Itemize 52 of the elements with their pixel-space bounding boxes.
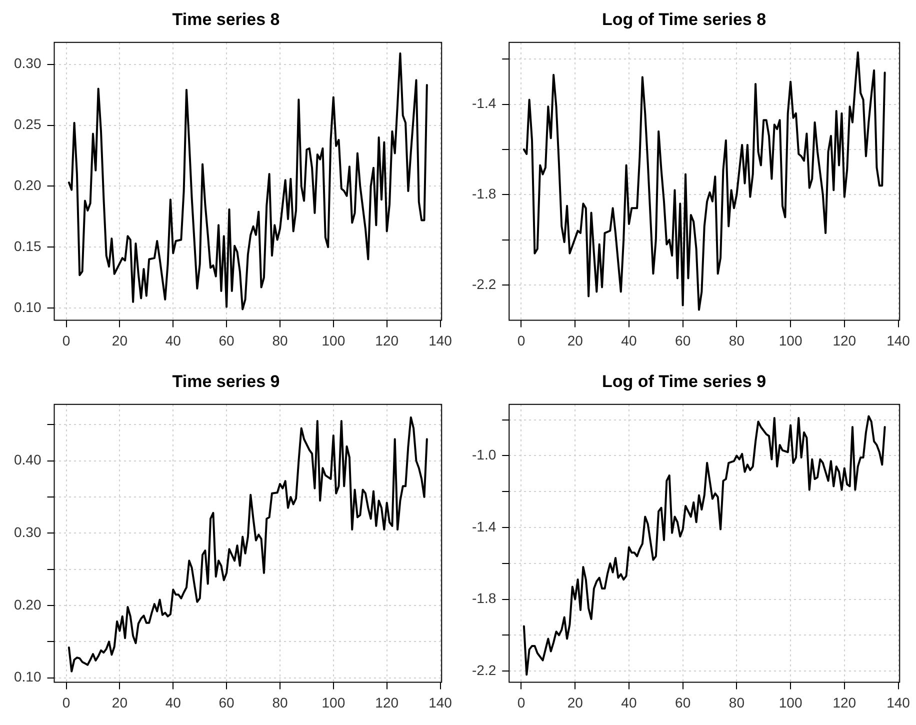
chart-title: Log of Time series 9 [602,372,766,391]
x-tick-label: 100 [778,694,802,710]
y-tick-label: 0.10 [14,298,42,315]
y-tick-label: 0.30 [14,55,42,72]
x-tick-label: 120 [375,694,399,710]
x-tick-label: 100 [322,694,346,710]
x-tick-label: 120 [832,332,856,348]
x-tick-label: 40 [621,332,637,348]
x-tick-label: 40 [621,694,637,710]
x-tick-label: 60 [218,332,235,348]
y-tick-label: 0.25 [14,116,42,132]
x-tick-label: 100 [778,332,802,348]
x-tick-label: 80 [728,332,745,348]
x-tick-label: 60 [675,694,691,710]
chart-title: Time series 8 [172,10,280,29]
x-tick-label: 60 [218,694,235,710]
x-tick-label: 80 [272,332,288,348]
x-tick-label: 120 [832,694,856,710]
x-tick-label: 60 [675,332,691,348]
x-tick-label: 20 [567,332,584,348]
x-tick-label: 140 [886,694,910,710]
y-tick-label: 0.10 [14,668,42,685]
y-tick-label: -1.4 [472,518,496,534]
chart-title: Log of Time series 8 [602,10,766,29]
y-tick-label: -2.2 [472,662,496,678]
y-tick-label: 0.15 [14,238,42,254]
y-tick-label: 0.20 [14,596,42,612]
y-tick-label: -1.8 [472,590,496,606]
y-tick-label: -1.0 [472,446,496,463]
x-tick-label: 120 [375,332,399,348]
chart-title: Time series 9 [172,372,280,391]
x-tick-label: 0 [62,332,70,348]
x-tick-label: 20 [567,694,584,710]
y-tick-label: -1.8 [472,185,496,202]
x-tick-label: 140 [886,332,910,348]
y-tick-label: 0.40 [14,452,42,468]
x-tick-label: 80 [728,694,745,710]
y-tick-label: -1.4 [472,95,496,112]
y-tick-label: 0.20 [14,177,42,194]
x-tick-label: 0 [517,694,526,710]
y-tick-label: 0.30 [14,524,42,540]
x-tick-label: 140 [428,332,452,348]
x-tick-label: 40 [165,332,182,348]
x-tick-label: 80 [272,694,288,710]
x-tick-label: 100 [322,332,346,348]
x-tick-label: 0 [517,332,526,348]
x-tick-label: 40 [165,694,182,710]
x-tick-label: 20 [112,694,128,710]
x-tick-label: 0 [62,694,70,710]
x-tick-label: 20 [112,332,128,348]
y-tick-label: -2.2 [472,276,496,292]
x-tick-label: 140 [428,694,452,710]
